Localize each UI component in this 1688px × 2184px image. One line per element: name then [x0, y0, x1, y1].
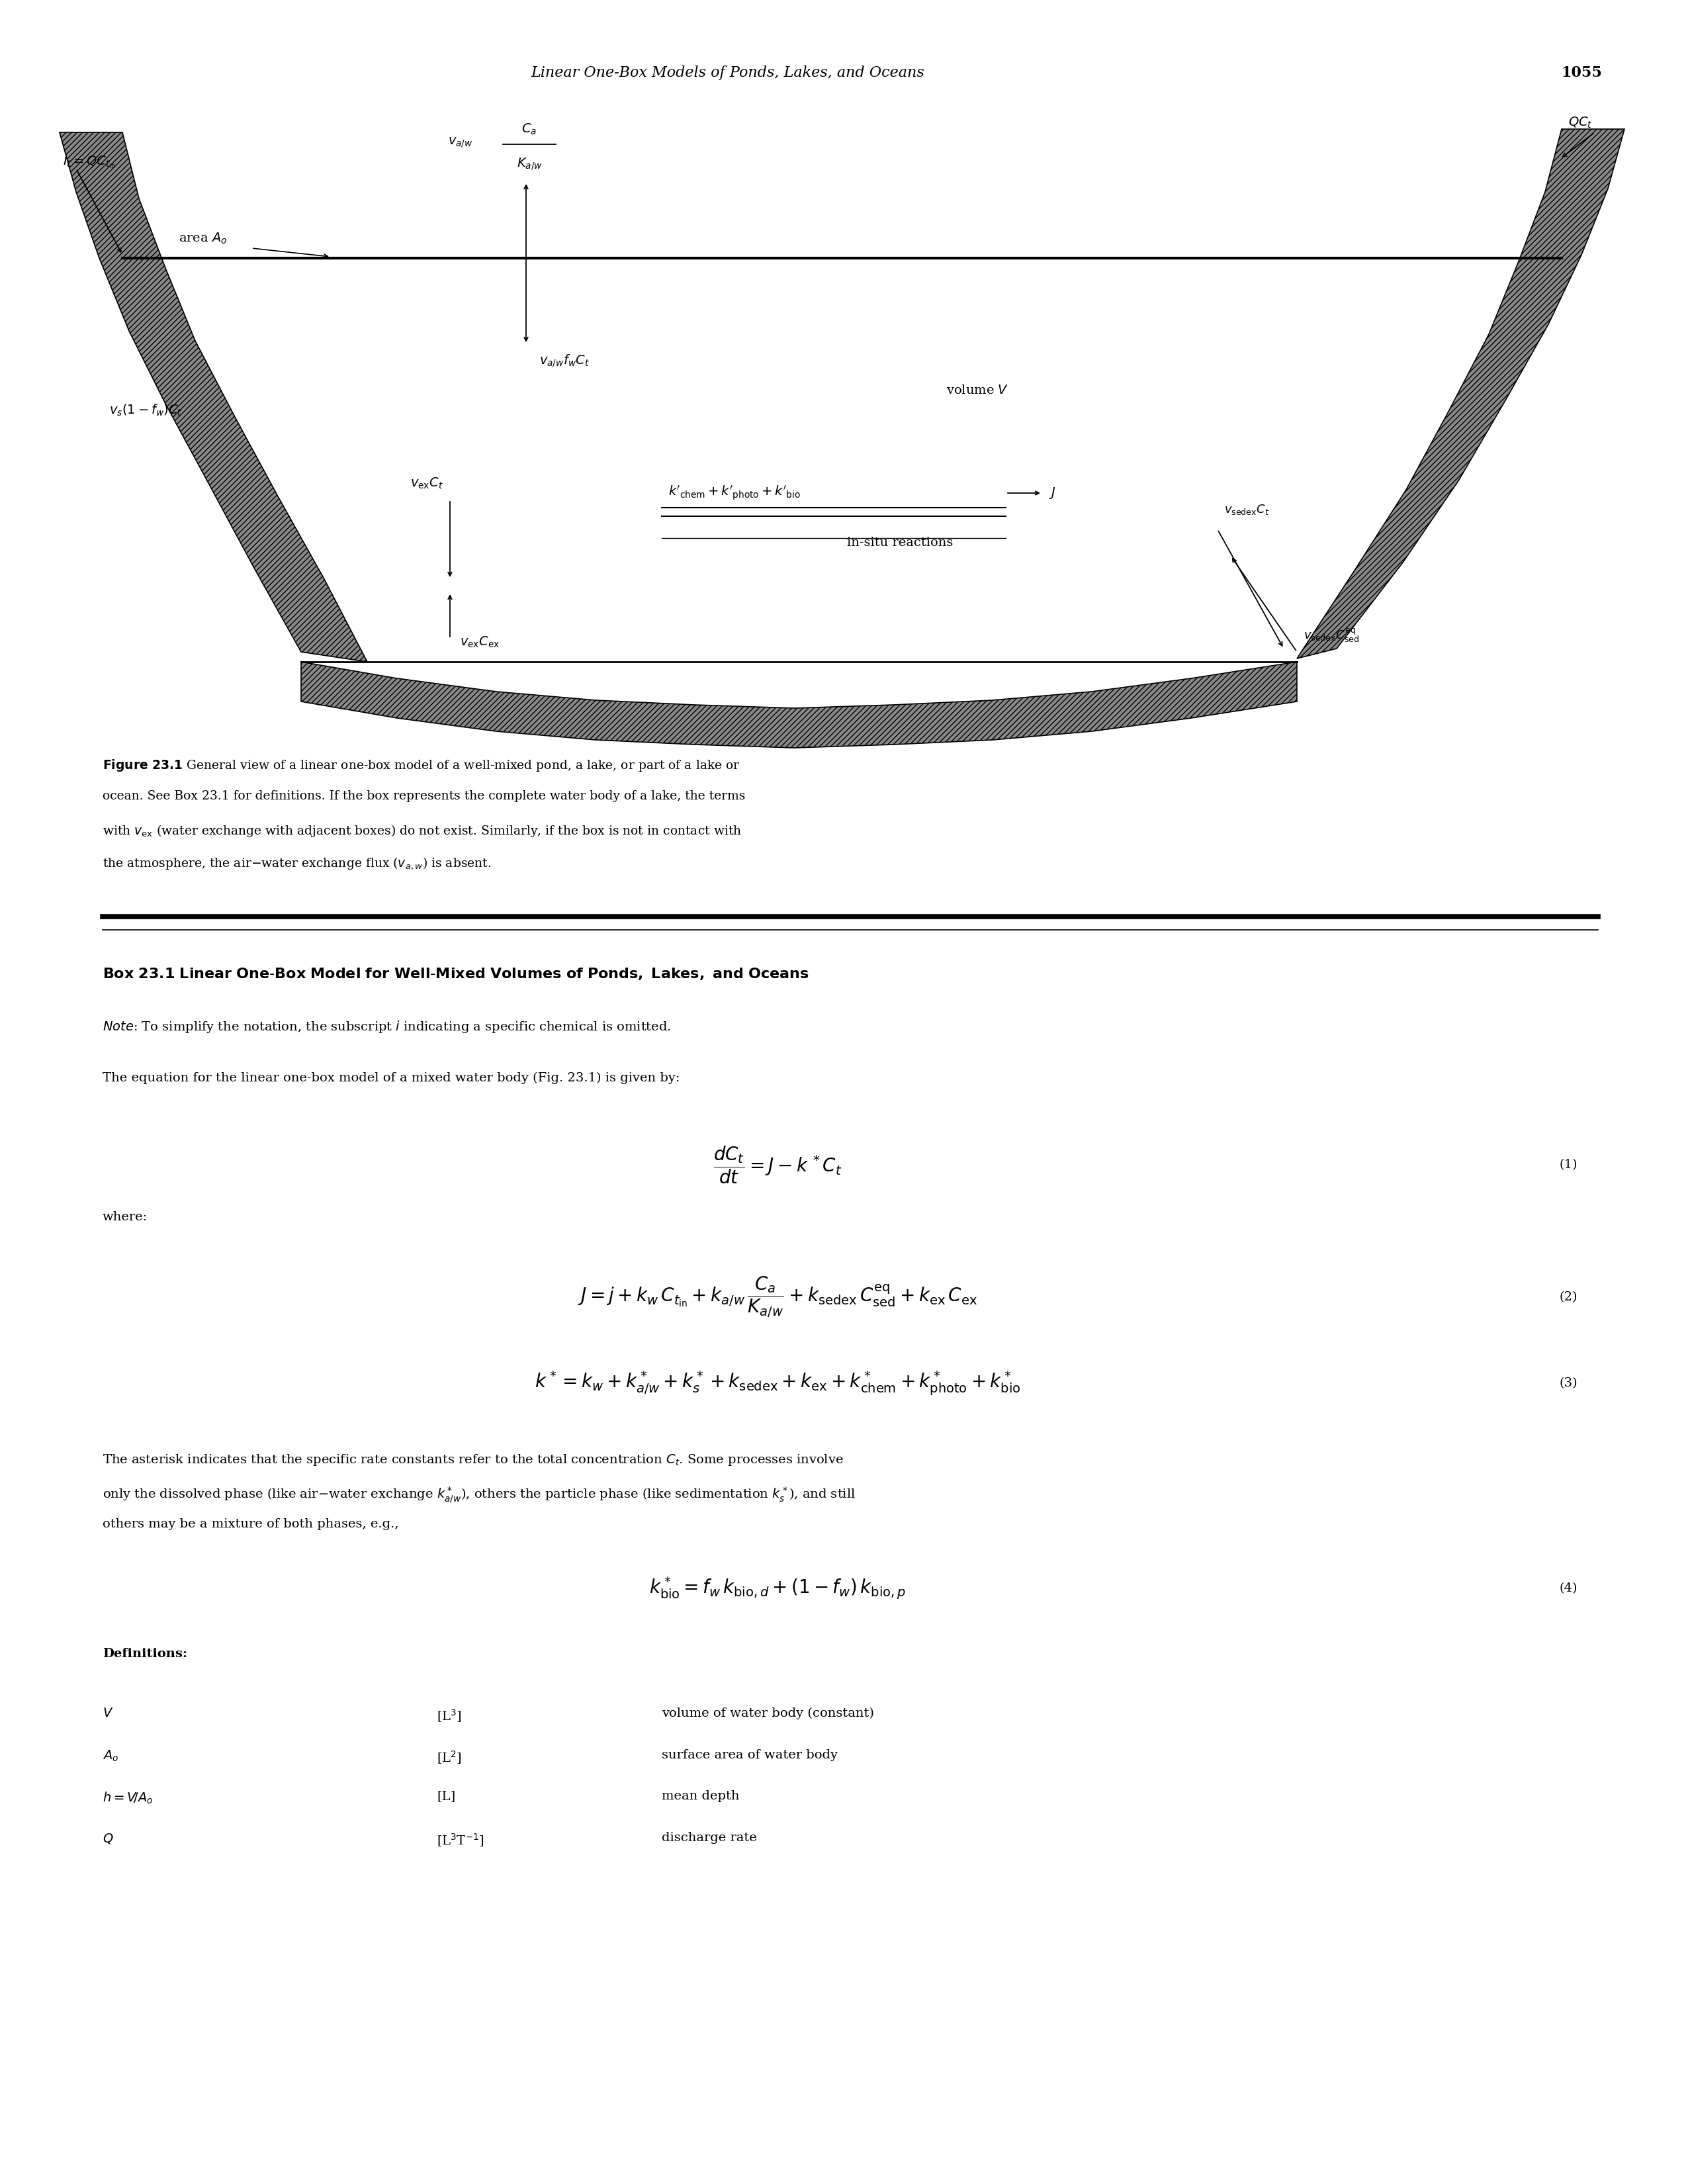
Text: volume of water body (constant): volume of water body (constant)	[662, 1708, 874, 1719]
Text: $v_{\rm sedex}C_t$: $v_{\rm sedex}C_t$	[1224, 502, 1269, 515]
Text: [L$^3$]: [L$^3$]	[437, 1708, 463, 1723]
Text: The asterisk indicates that the specific rate constants refer to the total conce: The asterisk indicates that the specific…	[103, 1452, 844, 1468]
Text: Definitions:: Definitions:	[103, 1649, 187, 1660]
Polygon shape	[59, 133, 368, 662]
Polygon shape	[1296, 129, 1624, 660]
Text: $v_{\rm ex}C_{\rm ex}$: $v_{\rm ex}C_{\rm ex}$	[459, 636, 500, 649]
Text: $\mathit{Note}$: To simplify the notation, the subscript $i$ indicating a specif: $\mathit{Note}$: To simplify the notatio…	[103, 1020, 672, 1035]
Text: $QC_t$: $QC_t$	[1568, 116, 1592, 129]
Text: $\dfrac{dC_t}{dt} = J - k^{\,*} C_t$: $\dfrac{dC_t}{dt} = J - k^{\,*} C_t$	[714, 1144, 842, 1186]
Text: $v_{\rm ex}C_t$: $v_{\rm ex}C_t$	[410, 476, 444, 489]
Text: $h = V\!/A_o$: $h = V\!/A_o$	[103, 1791, 154, 1806]
Text: (3): (3)	[1560, 1378, 1577, 1389]
Text: area $A_o$: area $A_o$	[179, 232, 228, 245]
Text: ocean. See Box 23.1 for definitions. If the box represents the complete water bo: ocean. See Box 23.1 for definitions. If …	[103, 791, 746, 802]
Text: $\mathbf{Figure\ 23.1}$ General view of a linear one-box model of a well-mixed p: $\mathbf{Figure\ 23.1}$ General view of …	[103, 758, 741, 773]
Text: [L$^3$T$^{-1}$]: [L$^3$T$^{-1}$]	[437, 1832, 484, 1848]
Text: $J$: $J$	[1048, 485, 1055, 500]
Text: $v_{a/w}$: $v_{a/w}$	[449, 135, 473, 149]
Text: discharge rate: discharge rate	[662, 1832, 756, 1843]
Text: [L$^2$]: [L$^2$]	[437, 1749, 463, 1765]
Text: $v_{a/w}f_wC_t$: $v_{a/w}f_wC_t$	[538, 354, 589, 369]
Text: $k^*_{\rm bio} = f_w\,k_{{\rm bio},d} + (1 - f_w)\,k_{{\rm bio},p}$: $k^*_{\rm bio} = f_w\,k_{{\rm bio},d} + …	[650, 1575, 906, 1601]
Text: $I_t = QC_{t_{\rm in}}$: $I_t = QC_{t_{\rm in}}$	[62, 155, 116, 170]
Polygon shape	[300, 662, 1296, 747]
Text: [L]: [L]	[437, 1791, 456, 1802]
Text: $C_a$: $C_a$	[522, 122, 537, 135]
Text: $V$: $V$	[103, 1708, 113, 1719]
Text: $v_{\rm sedex}C_{\rm sed}^{\rm eq}$: $v_{\rm sedex}C_{\rm sed}^{\rm eq}$	[1303, 627, 1359, 644]
Text: $k'_{\rm chem} + k'_{\rm photo} + k'_{\rm bio}$: $k'_{\rm chem} + k'_{\rm photo} + k'_{\r…	[668, 485, 800, 502]
Text: the atmosphere, the air$-$water exchange flux ($v_{a,w}$) is absent.: the atmosphere, the air$-$water exchange…	[103, 856, 491, 871]
Text: (1): (1)	[1560, 1160, 1577, 1171]
Text: others may be a mixture of both phases, e.g.,: others may be a mixture of both phases, …	[103, 1518, 398, 1531]
Text: surface area of water body: surface area of water body	[662, 1749, 837, 1760]
Text: with $v_{\rm ex}$ (water exchange with adjacent boxes) do not exist. Similarly, : with $v_{\rm ex}$ (water exchange with a…	[103, 823, 743, 839]
Text: $k^* = k_w + k^*_{a/w} + k^*_s + k_{\rm sedex} + k_{\rm ex} + k^*_{\rm chem} + k: $k^* = k_w + k^*_{a/w} + k^*_s + k_{\rm …	[535, 1369, 1021, 1398]
Text: where:: where:	[103, 1212, 147, 1223]
Text: in-situ reactions: in-situ reactions	[847, 537, 954, 548]
Text: only the dissolved phase (like air$-$water exchange $k^*_{a/w}$), others the par: only the dissolved phase (like air$-$wat…	[103, 1485, 856, 1505]
Text: $v_s(1-f_w)C_t$: $v_s(1-f_w)C_t$	[110, 402, 182, 417]
Text: volume $V$: volume $V$	[947, 384, 1009, 397]
Text: $Q$: $Q$	[103, 1832, 113, 1845]
Text: (2): (2)	[1560, 1291, 1577, 1304]
Text: Linear One-Box Models of Ponds, Lakes, and Oceans: Linear One-Box Models of Ponds, Lakes, a…	[532, 66, 925, 81]
Text: $K_{a/w}$: $K_{a/w}$	[517, 157, 542, 173]
Text: mean depth: mean depth	[662, 1791, 739, 1802]
Text: (4): (4)	[1560, 1583, 1577, 1594]
Text: $A_o$: $A_o$	[103, 1749, 118, 1762]
Text: $J = j + k_w\, C_{t_{\rm in}} + k_{a/w}\,\dfrac{C_a}{K_{a/w}} + k_{\rm sedex}\,C: $J = j + k_w\, C_{t_{\rm in}} + k_{a/w}\…	[577, 1275, 977, 1319]
Text: $\bf{Box\ 23.1\ Linear\ One\text{-}Box\ Model\ for\ Well\text{-}Mixed\ Volumes\ : $\bf{Box\ 23.1\ Linear\ One\text{-}Box\ …	[103, 965, 809, 981]
Text: 1055: 1055	[1561, 66, 1602, 81]
Text: The equation for the linear one-box model of a mixed water body (Fig. 23.1) is g: The equation for the linear one-box mode…	[103, 1072, 680, 1083]
